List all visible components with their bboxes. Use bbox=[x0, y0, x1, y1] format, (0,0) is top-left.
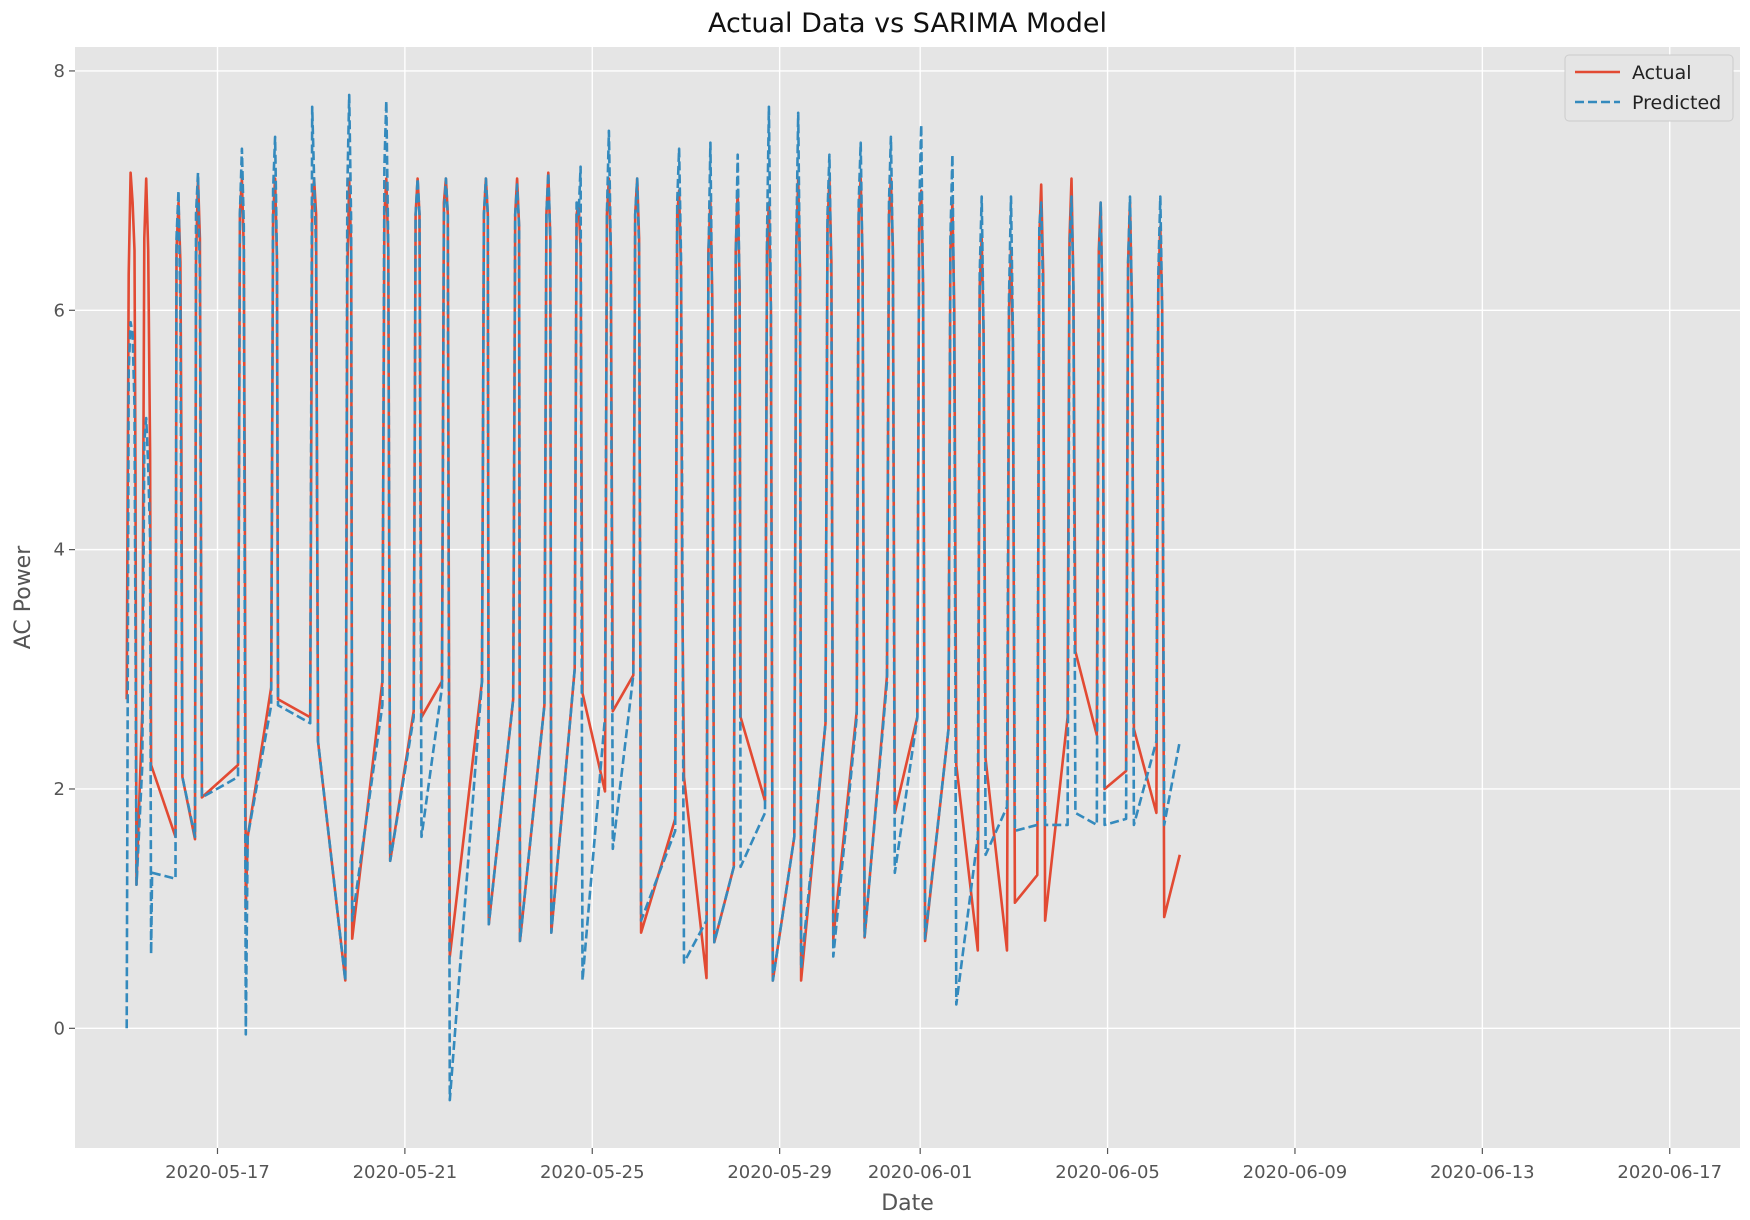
x-axis-label: Date bbox=[881, 1191, 934, 1216]
legend-label-actual: Actual bbox=[1632, 62, 1692, 84]
y-tick-label: 8 bbox=[54, 61, 65, 82]
series-layer bbox=[125, 93, 1182, 1102]
x-tick-label: 2020-05-17 bbox=[165, 1162, 270, 1183]
grid bbox=[75, 47, 1740, 1148]
x-tick-label: 2020-06-13 bbox=[1430, 1162, 1535, 1183]
x-tick-label: 2020-06-01 bbox=[868, 1162, 973, 1183]
y-tick-label: 6 bbox=[54, 300, 65, 321]
chart-title: Actual Data vs SARIMA Model bbox=[708, 8, 1107, 39]
ticks: 0 2 4 6 8 2020-05-17 2020-05-21 2020-05-25 2020-… bbox=[54, 61, 1722, 1183]
x-tick-label: 2020-06-17 bbox=[1617, 1162, 1722, 1183]
legend-label-predicted: Predicted bbox=[1632, 92, 1721, 114]
legend: Actual Predicted bbox=[1564, 54, 1734, 122]
x-tick-label: 2020-05-21 bbox=[353, 1162, 458, 1183]
y-tick-label: 4 bbox=[54, 540, 65, 561]
x-tick-label: 2020-05-25 bbox=[540, 1162, 645, 1183]
y-tick-label: 2 bbox=[54, 779, 65, 800]
y-axis-label: AC Power bbox=[11, 545, 36, 649]
y-tick-label: 0 bbox=[54, 1018, 65, 1039]
x-tick-label: 2020-06-09 bbox=[1243, 1162, 1348, 1183]
series-line-predicted bbox=[125, 93, 1182, 1102]
plot-area bbox=[75, 47, 1740, 1148]
x-tick-label: 2020-06-05 bbox=[1055, 1162, 1160, 1183]
x-tick-label: 2020-05-29 bbox=[727, 1162, 832, 1183]
